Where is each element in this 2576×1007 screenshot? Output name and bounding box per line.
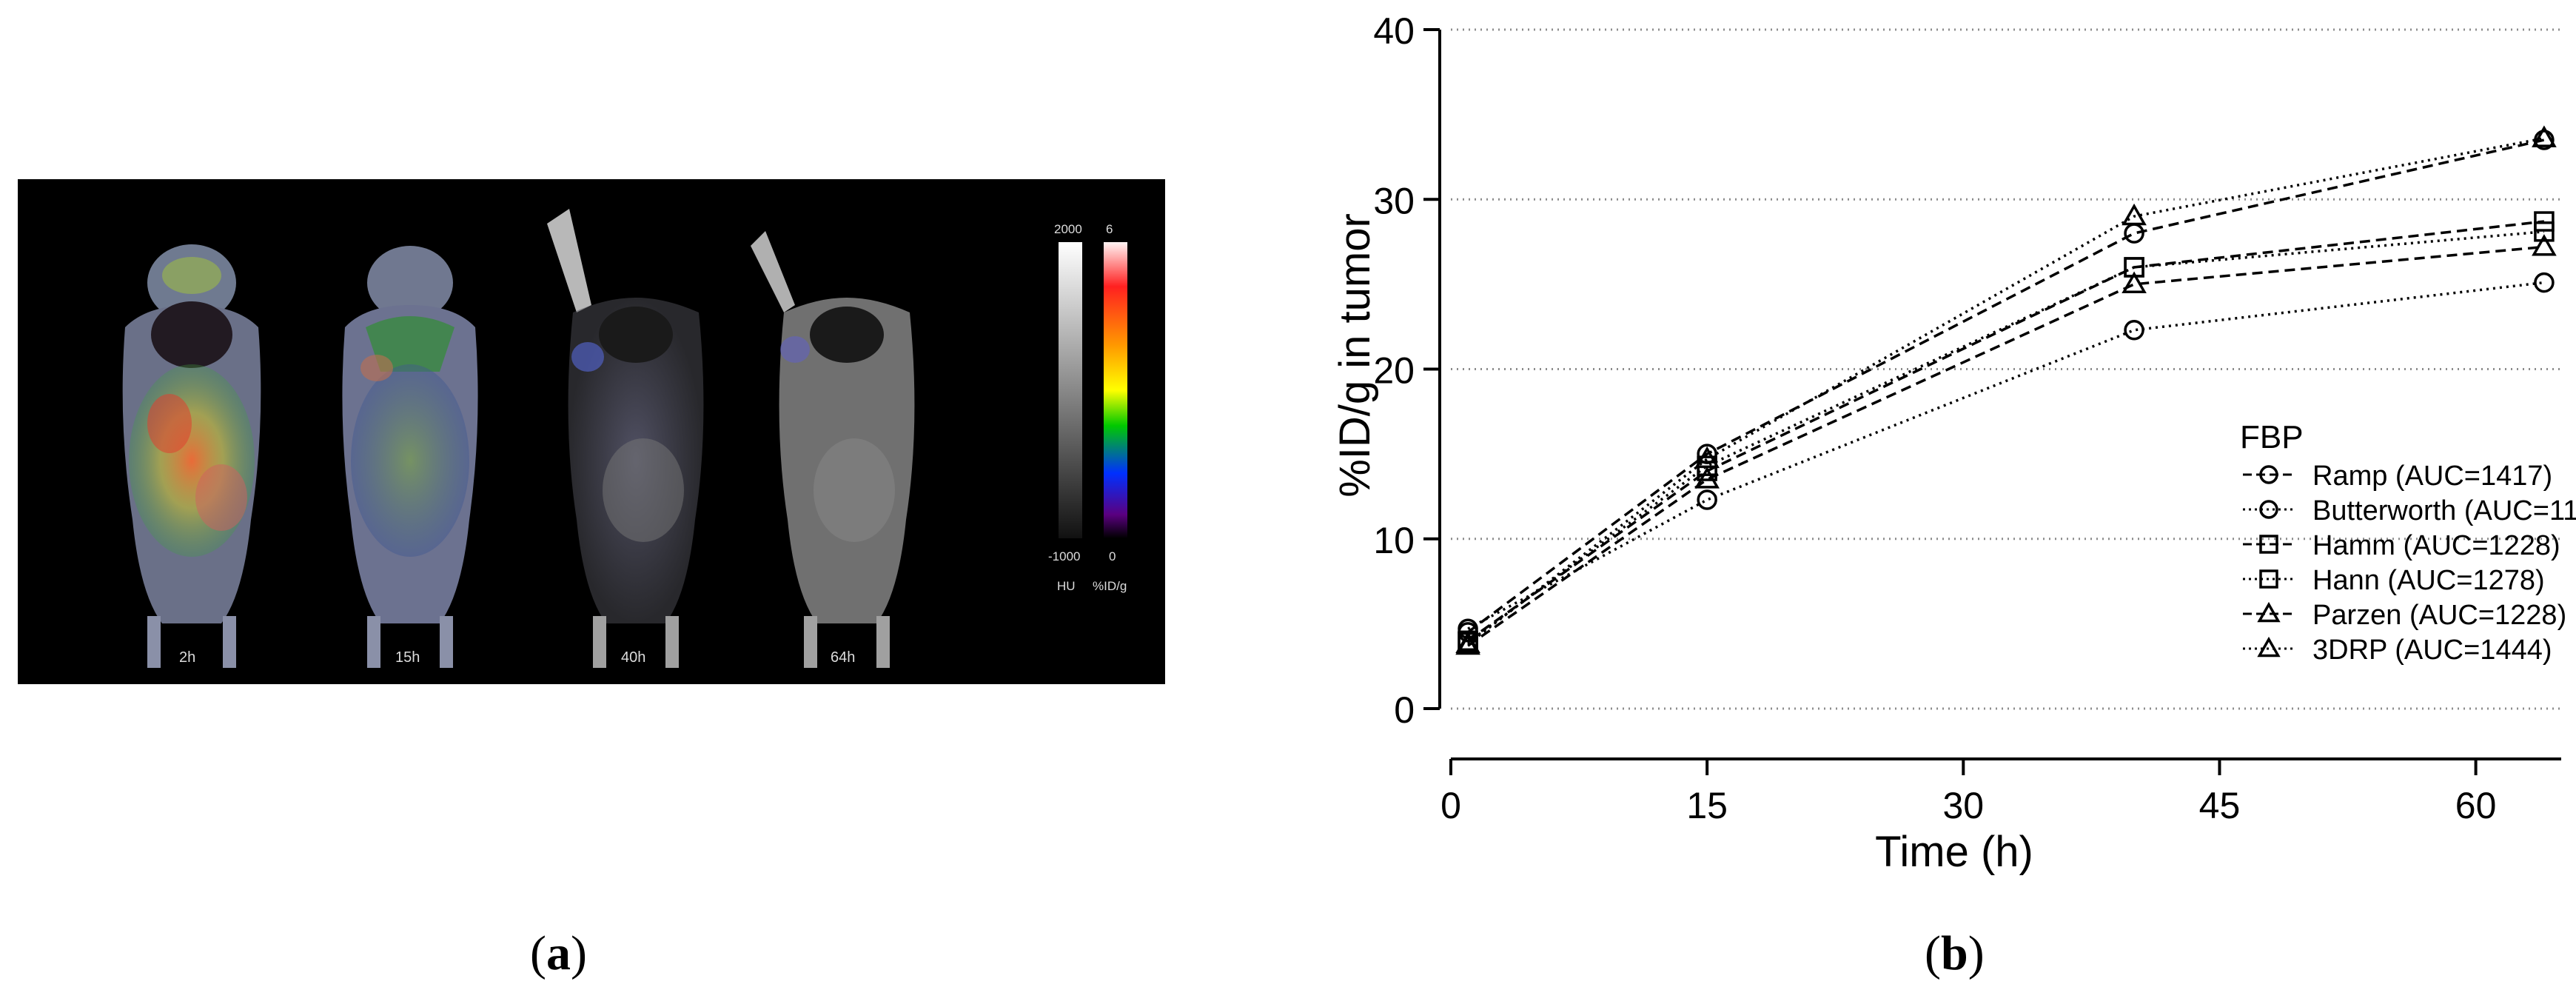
mouse-image-64h — [751, 231, 915, 668]
series-4 — [1455, 234, 2557, 655]
y-tick-label: 20 — [1373, 350, 1415, 392]
data-point — [2124, 223, 2144, 244]
legend: FBP Ramp (AUC=1417)Butterworth (AUC=1114)… — [2240, 419, 2576, 666]
mouse-image-15h — [342, 246, 478, 668]
legend-marker — [2257, 636, 2281, 658]
legend-label: Parzen (AUC=1228) — [2312, 600, 2566, 631]
data-point — [2532, 234, 2557, 256]
series-5 — [1455, 125, 2557, 653]
pet-ct-image-panel: 2h 15h 40h 64h 2000 6 -1000 0 HU %ID/g — [18, 179, 1165, 684]
mouse-image-2h — [122, 244, 261, 668]
data-point — [2534, 211, 2555, 232]
series-line — [1467, 245, 2545, 647]
axes: 0 10 20 30 40 0 15 30 45 60 — [1373, 10, 2561, 826]
data-point — [1694, 466, 1720, 489]
legend-marker — [2259, 500, 2278, 519]
legend-label: Hann (AUC=1278) — [2312, 565, 2545, 596]
ct-colorbar — [1059, 242, 1082, 538]
legend-marker — [2259, 465, 2278, 484]
timepoint-label: 64h — [831, 649, 856, 666]
legend-marker — [2257, 601, 2281, 623]
ct-colorbar-max: 2000 — [1054, 222, 1082, 236]
x-tick-label: 30 — [1942, 785, 1984, 826]
timepoint-label: 40h — [621, 649, 646, 666]
series-line — [1467, 220, 2545, 642]
legend-title: FBP — [2240, 419, 2304, 455]
timepoint-label: 15h — [395, 649, 420, 666]
data-point — [2121, 271, 2147, 293]
x-tick-label: 60 — [2455, 785, 2497, 826]
x-tick-label: 45 — [2199, 785, 2241, 826]
legend-label: Butterworth (AUC=1114) — [2312, 495, 2576, 526]
pet-colorbar-unit: %ID/g — [1093, 579, 1127, 593]
pet-colorbar-max: 6 — [1106, 222, 1113, 236]
x-tick-label: 15 — [1686, 785, 1728, 826]
legend-label: 3DRP (AUC=1444) — [2312, 635, 2552, 666]
pet-colorbar-min: 0 — [1109, 549, 1116, 563]
legend-marker — [2259, 535, 2278, 554]
series-line — [1467, 138, 2545, 634]
grid — [1451, 28, 2561, 710]
series-line — [1467, 137, 2545, 646]
y-axis-label: %ID/g in tumor — [1331, 213, 1379, 498]
timepoint-label: 2h — [179, 649, 196, 666]
pet-ct-image — [122, 209, 1127, 668]
data-point — [2121, 203, 2147, 226]
legend-label: Ramp (AUC=1417) — [2312, 461, 2552, 492]
y-tick-label: 10 — [1373, 520, 1415, 561]
ct-colorbar-unit: HU — [1057, 579, 1076, 593]
pet-colorbar — [1104, 242, 1127, 538]
data-point — [2532, 125, 2557, 147]
data-point — [1694, 446, 1720, 469]
data-point — [1455, 631, 1480, 653]
data-point — [2124, 320, 2144, 341]
series-line — [1467, 281, 2545, 630]
x-tick-label: 0 — [1440, 785, 1461, 826]
data-point — [2534, 272, 2555, 293]
data-point — [2534, 130, 2555, 150]
ct-colorbar-min: -1000 — [1048, 549, 1081, 563]
tumor-uptake-chart: 0 10 20 30 40 0 15 30 45 60 FBP Ramp (AUC=1417)But… — [1331, 10, 2576, 876]
panel-a-caption: (a) — [530, 926, 587, 980]
x-axis-label: Time (h) — [1875, 828, 2033, 876]
data-point — [2534, 221, 2555, 242]
panel-b-caption: (b) — [1925, 926, 1985, 980]
y-tick-label: 30 — [1373, 180, 1415, 221]
y-tick-label: 40 — [1373, 10, 1415, 52]
mouse-image-40h — [547, 209, 704, 668]
series — [1455, 125, 2557, 655]
legend-label: Hamm (AUC=1228) — [2312, 530, 2560, 561]
y-tick-label: 0 — [1394, 689, 1415, 731]
data-point — [1697, 489, 1717, 510]
series-line — [1467, 230, 2545, 644]
legend-marker — [2259, 569, 2278, 589]
